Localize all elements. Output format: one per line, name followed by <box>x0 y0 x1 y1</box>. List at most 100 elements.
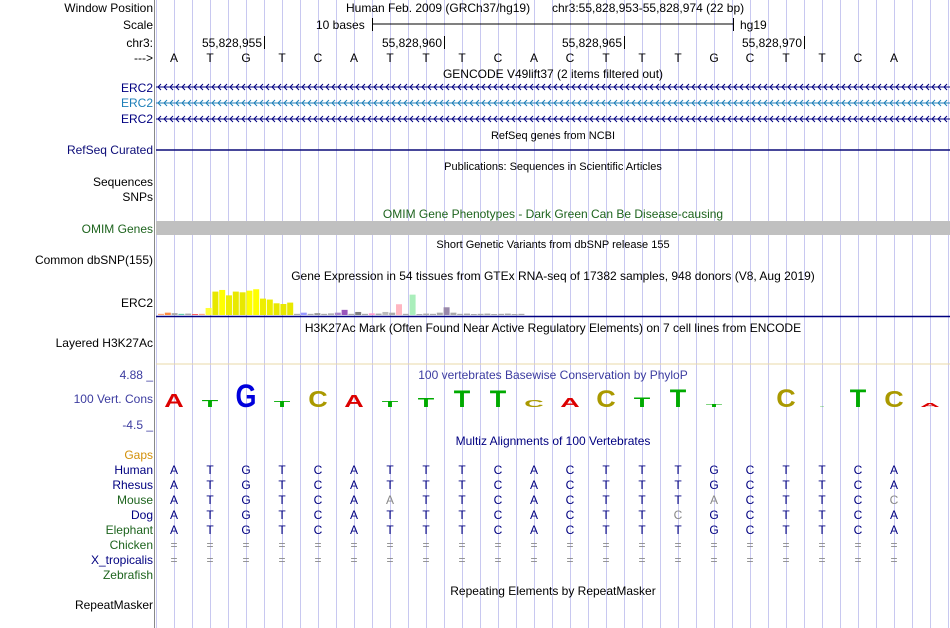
gencode-transcript-3[interactable] <box>156 115 950 123</box>
gtex-bar[interactable] <box>212 291 219 315</box>
aligned-base: T <box>638 463 646 477</box>
gtex-bar[interactable] <box>484 313 491 315</box>
gtex-bar[interactable] <box>402 313 409 315</box>
gencode-transcripts[interactable] <box>156 80 950 126</box>
aligned-base: T <box>818 508 826 522</box>
gtex-bar[interactable] <box>409 294 416 315</box>
species-label[interactable]: Zebrafish <box>102 568 153 582</box>
gtex-bar[interactable] <box>470 314 477 315</box>
gtex-bar[interactable] <box>443 307 450 315</box>
gtex-bar[interactable] <box>307 313 314 315</box>
species-label[interactable]: X_tropicalis <box>90 553 153 567</box>
dbsnp-label[interactable]: Common dbSNP(155) <box>34 253 153 267</box>
gtex-bar[interactable] <box>198 313 205 315</box>
gtex-bar[interactable] <box>164 312 171 315</box>
gtex-bar[interactable] <box>266 299 273 315</box>
sequences-label[interactable]: Sequences <box>92 175 153 189</box>
gtex-label[interactable]: ERC2 <box>120 296 153 310</box>
gencode-item-label-3[interactable]: ERC2 <box>120 112 153 126</box>
species-label[interactable]: Dog <box>130 508 153 522</box>
gtex-bar[interactable] <box>205 307 212 315</box>
base-letter: T <box>386 51 394 65</box>
gtex-bar[interactable] <box>362 313 368 315</box>
gtex-bar[interactable] <box>239 292 246 315</box>
gtex-bar[interactable] <box>246 290 253 315</box>
gencode-item-label-1[interactable]: ERC2 <box>120 81 153 95</box>
aligned-base: = <box>890 538 898 552</box>
aligned-base: T <box>674 493 682 507</box>
aligned-base: = <box>458 538 466 552</box>
gencode-item-label-2[interactable]: ERC2 <box>120 96 153 110</box>
omim-gene-bar[interactable] <box>156 221 950 235</box>
aligned-base: = <box>602 553 610 567</box>
gtex-bar[interactable] <box>334 312 341 315</box>
gtex-bar[interactable] <box>178 313 185 315</box>
gtex-bar[interactable] <box>450 312 457 315</box>
gtex-bar[interactable] <box>328 313 334 315</box>
species-label[interactable]: Human <box>114 463 153 477</box>
gtex-bar[interactable] <box>226 295 232 315</box>
gtex-bar[interactable] <box>355 311 362 315</box>
gtex-bar[interactable] <box>477 313 484 315</box>
gtex-bar[interactable] <box>498 313 504 315</box>
gtex-bar[interactable] <box>436 312 443 315</box>
gtex-bar[interactable] <box>192 314 198 315</box>
species-label[interactable]: Chicken <box>109 538 153 552</box>
aligned-base: = <box>386 538 394 552</box>
refseq-label[interactable]: RefSeq Curated <box>66 143 153 157</box>
species-label[interactable]: Rhesus <box>112 478 153 492</box>
gtex-bar[interactable] <box>185 313 192 315</box>
aligned-base: T <box>422 523 430 537</box>
gtex-bar[interactable] <box>300 312 307 315</box>
gtex-bar[interactable] <box>341 309 348 315</box>
gtex-bar[interactable] <box>389 312 396 315</box>
species-label[interactable]: Mouse <box>116 493 153 507</box>
gtex-bar[interactable] <box>280 304 287 315</box>
gencode-transcript-2[interactable] <box>156 99 950 107</box>
snps-label[interactable]: SNPs <box>122 190 153 204</box>
gtex-bar[interactable] <box>158 313 164 315</box>
gtex-bar[interactable] <box>253 289 260 315</box>
gtex-bar[interactable] <box>368 313 375 315</box>
gtex-bar[interactable] <box>375 313 382 315</box>
gencode-transcript-1[interactable] <box>156 83 950 91</box>
gtex-bar[interactable] <box>491 314 498 315</box>
gtex-bar[interactable] <box>260 298 266 315</box>
refseq-gene-line[interactable] <box>156 149 950 152</box>
gtex-bar[interactable] <box>273 303 280 315</box>
aligned-base: = <box>314 538 322 552</box>
gtex-bar[interactable] <box>171 313 178 315</box>
gtex-bar[interactable] <box>219 289 226 315</box>
aligned-base: T <box>782 478 790 492</box>
gtex-bar[interactable] <box>518 313 525 315</box>
aligned-base: C <box>313 478 323 492</box>
aligned-base: T <box>206 493 214 507</box>
omim-label[interactable]: OMIM Genes <box>81 222 153 236</box>
gtex-bar[interactable] <box>464 313 470 315</box>
aligned-base: G <box>709 523 719 537</box>
gtex-bar[interactable] <box>382 311 389 315</box>
aligned-base: A <box>529 478 538 492</box>
species-label[interactable]: Elephant <box>105 523 153 537</box>
gaps-label[interactable]: Gaps <box>124 448 153 462</box>
gtex-bar[interactable] <box>416 314 423 315</box>
gtex-bar[interactable] <box>321 313 328 315</box>
h3k27ac-label[interactable]: Layered H3K27Ac <box>55 336 153 350</box>
gtex-bar[interactable] <box>287 302 294 315</box>
conservation-label[interactable]: 100 Vert. Cons <box>73 392 153 406</box>
repeatmasker-label[interactable]: RepeatMasker <box>74 598 153 612</box>
gtex-bar[interactable] <box>430 313 436 315</box>
gtex-bar[interactable] <box>457 313 464 315</box>
gtex-bar[interactable] <box>348 313 355 315</box>
gtex-bar[interactable] <box>396 304 402 315</box>
gtex-bar[interactable] <box>314 313 321 315</box>
gtex-bar[interactable] <box>504 313 511 315</box>
aligned-base: T <box>674 523 682 537</box>
gtex-bar[interactable] <box>511 314 518 315</box>
aligned-base: = <box>278 553 286 567</box>
gtex-bar[interactable] <box>232 291 239 315</box>
gtex-bar[interactable] <box>423 313 430 315</box>
gtex-expression-bars[interactable] <box>156 284 950 318</box>
gtex-bar[interactable] <box>294 313 300 315</box>
